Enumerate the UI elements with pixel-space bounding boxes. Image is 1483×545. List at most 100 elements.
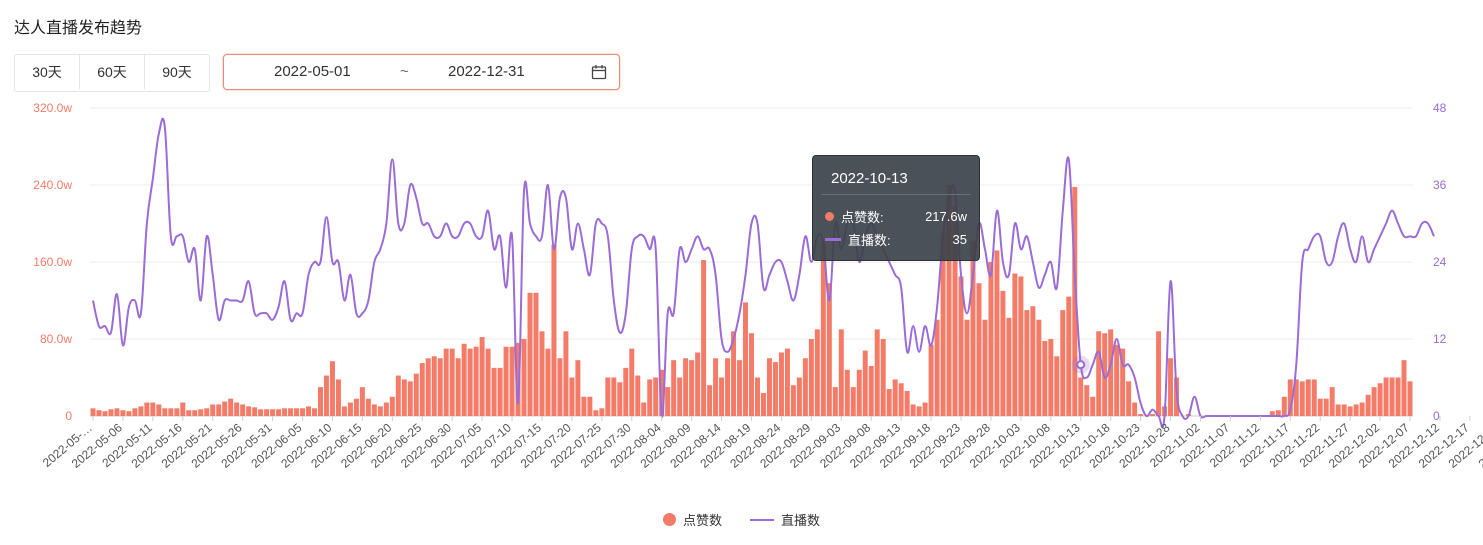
bar (359, 387, 365, 416)
lives-marker-icon (825, 237, 841, 241)
range-30-button[interactable]: 30天 (15, 55, 80, 89)
date-separator: ~ (400, 63, 409, 80)
y-left-tick-label: 240.0w (33, 178, 72, 192)
bar (449, 348, 455, 416)
bar (1132, 402, 1138, 416)
legend-item-likes[interactable]: 点赞数 (662, 510, 722, 529)
bar (329, 361, 335, 416)
bar (838, 329, 844, 416)
bar (347, 402, 353, 416)
bar (371, 404, 377, 416)
bar (976, 283, 982, 416)
bar (1269, 411, 1275, 416)
bar (1150, 414, 1156, 416)
bar (1096, 331, 1102, 416)
bar (509, 346, 515, 416)
bar (467, 348, 473, 416)
bar (126, 411, 132, 416)
bar (707, 385, 713, 416)
bar (1090, 396, 1096, 416)
bar (581, 396, 587, 416)
bar (934, 319, 940, 416)
bar (1359, 402, 1365, 416)
bar (1072, 186, 1078, 416)
bar (192, 410, 198, 416)
bar (557, 358, 563, 416)
bar (335, 379, 341, 416)
bar (701, 260, 707, 416)
bar (1042, 340, 1048, 416)
legend-item-lives[interactable]: 直播数 (750, 510, 820, 529)
bar (617, 382, 623, 416)
bar (240, 404, 246, 416)
bar (689, 360, 695, 416)
bar (1407, 381, 1413, 416)
y-right-tick-label: 24 (1433, 255, 1447, 269)
bar (1329, 387, 1335, 416)
start-date-input[interactable]: 2022-05-01 (274, 63, 351, 80)
bar (1341, 404, 1347, 416)
bar (1048, 339, 1054, 416)
bar (737, 360, 743, 416)
range-90-button[interactable]: 90天 (162, 64, 192, 80)
bar (96, 410, 102, 416)
bar (264, 409, 270, 416)
bar (647, 379, 653, 416)
bar (156, 404, 162, 416)
bar (1078, 377, 1084, 416)
bar (1275, 410, 1281, 416)
bar (545, 348, 551, 416)
bar (258, 409, 264, 416)
range-60-button[interactable]: 60天 (80, 55, 145, 89)
chart-legend: 点赞数 直播数 (0, 510, 1483, 529)
bar (599, 408, 605, 416)
bar (575, 360, 581, 416)
bar (1156, 331, 1162, 416)
date-range-picker[interactable]: 2022-05-01 ~ 2022-12-31 (223, 54, 620, 90)
bar (102, 411, 108, 416)
bar (844, 369, 850, 416)
bar (144, 402, 150, 416)
bar (814, 329, 820, 416)
bar (1168, 358, 1174, 416)
bar (323, 375, 329, 416)
bar (958, 276, 964, 416)
bar (563, 331, 569, 416)
calendar-icon[interactable] (591, 64, 607, 80)
bar (820, 242, 826, 416)
bar (898, 383, 904, 416)
bar (802, 358, 808, 416)
end-date-input[interactable]: 2022-12-31 (448, 63, 525, 80)
y-right-tick-label: 36 (1433, 178, 1447, 192)
bar (503, 346, 509, 416)
bar (443, 348, 449, 416)
bar (683, 358, 689, 416)
bar (928, 344, 934, 416)
bar (1383, 377, 1389, 416)
bar (539, 331, 545, 416)
bar (952, 206, 958, 416)
bar (431, 356, 437, 416)
y-right-tick-label: 48 (1433, 101, 1447, 115)
bar (569, 377, 575, 416)
bar (294, 408, 300, 416)
bar (1365, 394, 1371, 416)
bar (713, 358, 719, 416)
page-title: 达人直播发布趋势 (14, 20, 143, 37)
bar (180, 402, 186, 416)
tooltip-likes-label: 点赞数: (841, 209, 884, 225)
bar (1120, 348, 1126, 416)
bar (1335, 404, 1341, 416)
bar (204, 408, 210, 416)
bar (731, 331, 737, 416)
y-right-tick-label: 0 (1433, 409, 1440, 423)
bar (1084, 385, 1090, 416)
bar (419, 363, 425, 416)
bar (1389, 377, 1395, 416)
bar (629, 348, 635, 416)
bar (922, 402, 928, 416)
chart-tooltip: 2022-10-13 点赞数: 217.6w 直播数: 35 (812, 155, 980, 261)
bar (743, 302, 749, 416)
bar (856, 369, 862, 416)
bar (1012, 273, 1018, 416)
